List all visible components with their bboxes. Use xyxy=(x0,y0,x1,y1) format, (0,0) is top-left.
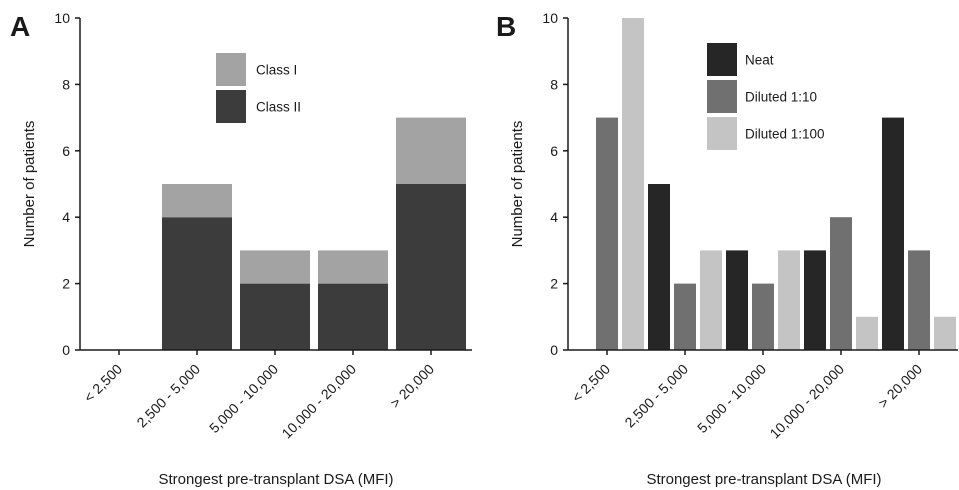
panel-a-y-axis-title: Number of patients xyxy=(21,121,38,248)
panel-b-bar-diluted-1-100-10-000-20-000 xyxy=(856,316,878,350)
panel-b-x-axis-title: Strongest pre-transplant DSA (MFI) xyxy=(646,471,881,488)
panel-b-y-tick-label: 2 xyxy=(550,276,558,292)
panel-b-legend-label-neat: Neat xyxy=(745,53,774,68)
panel-b-bar-diluted-1-10-20-000 xyxy=(908,250,930,350)
panel-a-y-tick-label: 6 xyxy=(62,143,70,159)
panel-b-legend: Neat Diluted 1:10 Diluted 1:100 xyxy=(707,43,825,150)
panel-b-y-tick-label: 6 xyxy=(550,143,558,159)
panel-a-bar-class-ii-2-500-5-000 xyxy=(162,217,232,350)
panel-a-x-tick-label: 10,000 - 20,000 xyxy=(278,361,359,442)
panel-b-bar-diluted-1-100-2-500 xyxy=(622,18,644,350)
panel-b-x-tick-label: 2,500 - 5,000 xyxy=(621,361,691,431)
panel-b-x-tick-label: < 2,500 xyxy=(568,361,613,406)
panel-b-bar-neat-5-000-10-000 xyxy=(726,250,748,350)
panel-a-legend-label-class-i: Class I xyxy=(256,63,297,78)
panel-a-bar-class-ii-5-000-10-000 xyxy=(240,283,310,350)
panel-b-legend-label-diluted-1-100: Diluted 1:100 xyxy=(745,127,825,142)
panel-a-x-tick-label: 5,000 - 10,000 xyxy=(206,361,281,436)
panel-a-bar-class-ii-20-000 xyxy=(396,184,466,350)
panel-a-bar-class-i-20-000 xyxy=(396,117,466,184)
panel-b-y-tick-label: 8 xyxy=(550,76,558,92)
panel-b-legend-swatch-neat xyxy=(707,43,737,76)
panel-b: B 0 2 4 6 8 10 < 2,500 2,500 - 5,000 5,000 - 10… xyxy=(496,10,958,488)
panel-b-y-tick-label: 10 xyxy=(542,10,558,26)
panel-a-x-tick-label: > 20,000 xyxy=(387,361,437,411)
panel-a-legend-swatch-class-ii xyxy=(216,90,246,123)
panel-b-bar-diluted-1-10-2-500 xyxy=(596,117,618,350)
panel-a-legend: Class I Class II xyxy=(216,53,301,123)
panel-a-bar-class-i-5-000-10-000 xyxy=(240,250,310,284)
panel-b-legend-swatch-diluted-1-100 xyxy=(707,117,737,150)
panel-b-bar-diluted-1-100-2-500-5-000 xyxy=(700,250,722,350)
panel-b-bar-neat-10-000-20-000 xyxy=(804,250,826,350)
panel-a-bar-class-i-10-000-20-000 xyxy=(318,250,388,284)
panel-a-y-tick-label: 10 xyxy=(54,10,70,26)
panel-a-letter: A xyxy=(10,11,30,42)
panel-b-x-tick-label: 10,000 - 20,000 xyxy=(766,361,847,442)
panel-a-y-tick-label: 2 xyxy=(62,276,70,292)
panel-a-y-tick-label: 0 xyxy=(62,342,70,358)
panel-b-legend-swatch-diluted-1-10 xyxy=(707,80,737,113)
panel-a-y-tick-label: 4 xyxy=(62,209,70,225)
panel-b-x-tick-label: > 20,000 xyxy=(875,361,925,411)
panel-a-legend-label-class-ii: Class II xyxy=(256,100,301,115)
panel-b-bar-neat-2-500-5-000 xyxy=(648,184,670,350)
panel-b-legend-label-diluted-1-10: Diluted 1:10 xyxy=(745,90,817,105)
panel-b-x-ticks: < 2,500 2,500 - 5,000 5,000 - 10,00010,000… xyxy=(568,350,925,441)
panel-a-bar-class-i-2-500-5-000 xyxy=(162,184,232,218)
panel-a: A 0 2 4 6 8 10 < 2,500 2,500 - 5,000 5,000 - 10… xyxy=(10,10,472,488)
panel-b-letter: B xyxy=(496,11,516,42)
panel-a-x-tick-label: < 2,500 xyxy=(80,361,125,406)
panel-b-x-tick-label: 5,000 - 10,000 xyxy=(694,361,769,436)
panel-a-x-axis-title: Strongest pre-transplant DSA (MFI) xyxy=(158,471,393,488)
panel-b-bar-diluted-1-10-5-000-10-000 xyxy=(752,283,774,350)
panel-b-bar-diluted-1-10-2-500-5-000 xyxy=(674,283,696,350)
panel-b-y-ticks: 0 2 4 6 8 10 xyxy=(542,10,568,358)
panel-a-bar-class-ii-10-000-20-000 xyxy=(318,283,388,350)
panel-b-bar-diluted-1-100-20-000 xyxy=(934,316,956,350)
panel-b-y-tick-label: 0 xyxy=(550,342,558,358)
panel-a-y-ticks: 0 2 4 6 8 10 xyxy=(54,10,80,358)
panel-a-x-ticks: < 2,500 2,500 - 5,000 5,000 - 10,00010,000… xyxy=(80,350,437,441)
panel-b-y-axis-title: Number of patients xyxy=(509,121,526,248)
panel-b-bar-diluted-1-100-5-000-10-000 xyxy=(778,250,800,350)
panel-b-bars xyxy=(596,18,956,350)
panel-b-bar-neat-20-000 xyxy=(882,117,904,350)
panel-b-y-tick-label: 4 xyxy=(550,209,558,225)
panel-a-bars xyxy=(162,117,466,350)
panel-b-bar-diluted-1-10-10-000-20-000 xyxy=(830,217,852,350)
panel-a-x-tick-label: 2,500 - 5,000 xyxy=(133,361,203,431)
panel-a-y-tick-label: 8 xyxy=(62,76,70,92)
panel-a-legend-swatch-class-i xyxy=(216,53,246,86)
